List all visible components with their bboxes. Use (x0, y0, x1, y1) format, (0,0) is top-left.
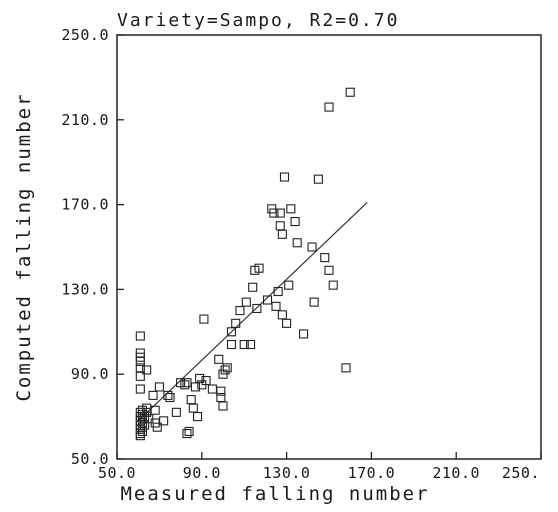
chart-title: Variety=Sampo, R2=0.70 (117, 10, 399, 31)
x-tick-label: 250. (502, 464, 540, 482)
y-axis: 50.0 90.0 130.0 170.0 210.0 250.0 (61, 26, 124, 468)
data-point (279, 172, 290, 182)
data-point (195, 373, 205, 383)
y-tick-label: 250.0 (61, 26, 109, 44)
data-point (345, 87, 355, 97)
data-point (252, 303, 262, 314)
data-point (207, 384, 217, 394)
data-point (199, 314, 209, 324)
data-point (275, 208, 285, 218)
data-point (271, 301, 281, 311)
data-point (135, 331, 145, 341)
data-point (324, 265, 334, 275)
data-point (163, 390, 173, 400)
data-point (246, 339, 256, 350)
x-tick-label: 130.0 (263, 464, 311, 482)
data-point (222, 363, 232, 373)
data-point (148, 390, 158, 400)
data-point (135, 356, 145, 367)
data-point (273, 286, 283, 297)
y-tick-label: 50.0 (71, 450, 109, 468)
data-point (324, 102, 334, 112)
data-point (299, 329, 309, 339)
data-point (152, 422, 162, 432)
data-point (182, 429, 192, 439)
data-point (320, 253, 330, 263)
data-point (277, 310, 287, 320)
data-point (184, 426, 194, 436)
data-point (241, 297, 251, 307)
y-tick-label: 90.0 (71, 365, 109, 383)
data-point (159, 416, 169, 426)
data-point (262, 295, 273, 305)
data-point (154, 382, 164, 392)
data-point (216, 386, 226, 396)
data-point (235, 306, 245, 316)
y-tick-label: 130.0 (61, 280, 109, 298)
y-axis-title: Computed falling number (13, 92, 35, 401)
data-point (269, 208, 279, 218)
x-tick-label: 50.0 (98, 464, 136, 482)
data-point (186, 395, 196, 405)
plot-frame (116, 34, 542, 460)
data-point (248, 282, 258, 292)
data-point (135, 371, 145, 381)
x-tick-label: 210.0 (432, 464, 480, 482)
data-point (275, 221, 285, 231)
y-tick-label: 170.0 (61, 196, 109, 214)
y-tick-label: 210.0 (61, 111, 109, 129)
data-point (239, 339, 249, 350)
data-point (254, 263, 264, 273)
data-point (188, 403, 198, 413)
data-point (286, 204, 296, 214)
data-point (290, 217, 300, 227)
data-point (201, 376, 211, 386)
data-point (165, 392, 175, 403)
data-point (226, 339, 237, 350)
data-point (150, 405, 160, 415)
data-point (214, 354, 224, 364)
data-point (142, 365, 152, 375)
data-point (328, 280, 338, 290)
data-point (341, 363, 351, 373)
data-point (135, 384, 145, 394)
data-point (313, 174, 323, 184)
x-axis-title: Measured falling number (120, 483, 429, 505)
data-point (180, 380, 190, 390)
data-point (309, 297, 319, 307)
x-axis: 50.0 90.0 130.0 170.0 210.0 250. (98, 452, 542, 482)
x-tick-label: 170.0 (348, 464, 396, 482)
data-point (277, 229, 287, 239)
data-point (284, 280, 294, 290)
data-point (292, 238, 302, 248)
x-tick-label: 90.0 (183, 464, 221, 482)
data-point (307, 242, 317, 252)
data-point (218, 401, 228, 411)
data-point (137, 426, 147, 436)
data-point (193, 412, 203, 422)
data-point (171, 407, 181, 417)
data-points (135, 87, 355, 441)
data-point (231, 318, 241, 328)
data-point (282, 318, 292, 328)
data-point (220, 365, 230, 375)
